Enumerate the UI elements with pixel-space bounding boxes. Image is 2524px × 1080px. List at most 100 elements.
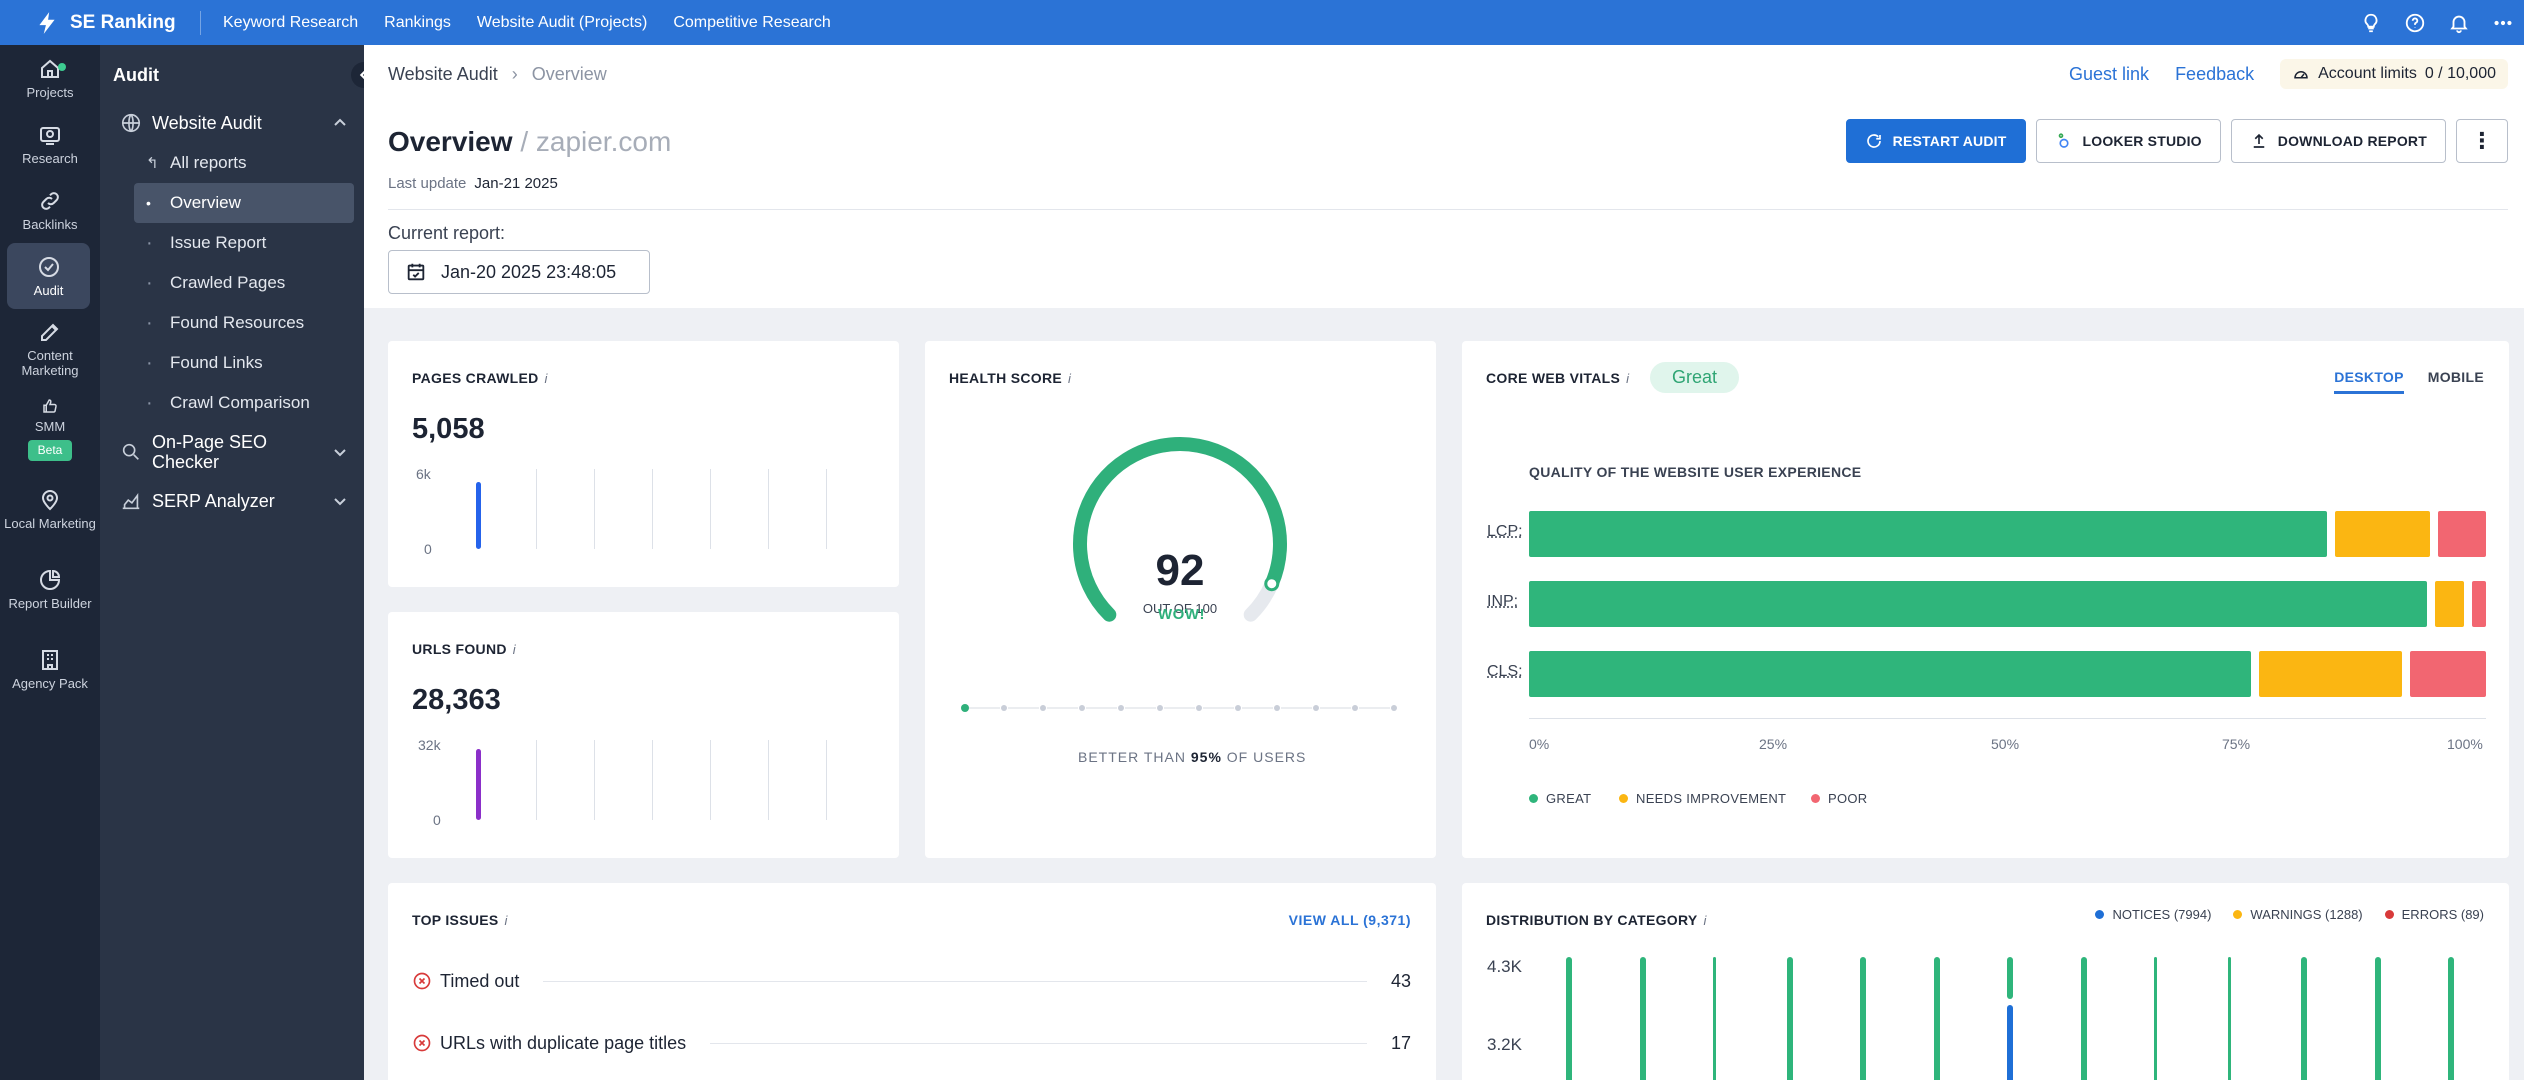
- cwv-segment-needs[interactable]: [2259, 651, 2402, 697]
- brand-logo[interactable]: SE Ranking: [0, 10, 200, 36]
- info-icon[interactable]: i: [1068, 371, 1072, 386]
- spark-bar[interactable]: [476, 481, 481, 549]
- rail-research[interactable]: Research: [0, 111, 100, 177]
- distribution-bar-notices[interactable]: [2007, 1005, 2013, 1080]
- nav-competitive-research[interactable]: Competitive Research: [673, 13, 831, 31]
- guest-link[interactable]: Guest link: [2069, 63, 2150, 84]
- feedback-link[interactable]: Feedback: [2175, 63, 2255, 84]
- sidebar-item-found-links[interactable]: Found Links: [134, 343, 354, 383]
- legend-notices[interactable]: NOTICES (7994): [2095, 907, 2211, 922]
- card-title: CORE WEB VITALS i: [1486, 370, 1630, 386]
- distribution-bar[interactable]: [1639, 957, 1646, 1080]
- download-report-button[interactable]: DOWNLOAD REPORT: [2230, 119, 2446, 163]
- breadcrumb: Website Audit › Overview: [388, 64, 607, 85]
- more-actions-button[interactable]: ⋮: [2456, 119, 2508, 163]
- distribution-bar[interactable]: [1566, 957, 1572, 1080]
- info-icon[interactable]: i: [1703, 913, 1707, 928]
- looker-icon: [2058, 133, 2069, 148]
- distribution-bar[interactable]: [2154, 957, 2157, 1080]
- distribution-bar[interactable]: [2007, 957, 2013, 999]
- scale-dot: [1391, 705, 1397, 711]
- spark-gridline: [652, 740, 653, 820]
- home-icon: [41, 59, 59, 78]
- more-icon[interactable]: [2492, 12, 2514, 34]
- distribution-bar[interactable]: [2374, 957, 2381, 1080]
- rail-content-marketing[interactable]: Content Marketing: [0, 309, 100, 389]
- better-than-text: BETTER THAN 95% OF USERS: [1078, 749, 1307, 765]
- section-label: Website Audit: [152, 112, 262, 133]
- vertical-dots-icon: ⋮: [2470, 128, 2494, 153]
- cwv-segment-poor[interactable]: [2471, 581, 2486, 627]
- rail-smm[interactable]: SMM Beta: [0, 389, 100, 469]
- sidebar-section-onpage-seo[interactable]: On-Page SEO Checker: [100, 423, 364, 481]
- distribution-bar[interactable]: [1786, 957, 1793, 1080]
- rail-local-marketing[interactable]: Local Marketing: [0, 469, 100, 549]
- issue-row[interactable]: URLs with duplicate page titles 17: [412, 1028, 1411, 1058]
- cwv-segment-great[interactable]: [1529, 651, 2252, 697]
- rail-audit[interactable]: Audit: [7, 243, 90, 309]
- cwv-tick: 50%: [1991, 736, 2020, 752]
- issue-row[interactable]: Timed out 43: [412, 966, 1411, 996]
- sidebar-item-crawl-comparison[interactable]: Crawl Comparison: [134, 383, 354, 423]
- health-score-value: 92: [1156, 546, 1205, 595]
- spark-bar[interactable]: [476, 748, 481, 820]
- section-label: On-Page SEO Checker: [152, 432, 268, 472]
- sidebar-section-website-audit[interactable]: Website Audit: [100, 103, 364, 143]
- distribution-bar[interactable]: [2448, 957, 2454, 1080]
- info-icon[interactable]: i: [1626, 371, 1630, 386]
- sidebar-item-overview[interactable]: Overview: [134, 183, 354, 223]
- sidebar-item-all-reports[interactable]: All reports: [134, 143, 354, 183]
- distribution-bar[interactable]: [1713, 957, 1716, 1080]
- scale-dot: [1118, 705, 1124, 711]
- nav-rankings[interactable]: Rankings: [384, 13, 451, 31]
- info-icon[interactable]: i: [504, 913, 508, 928]
- rail-agency-pack[interactable]: Agency Pack: [0, 629, 100, 709]
- nav-keyword-research[interactable]: Keyword Research: [223, 13, 359, 31]
- cwv-segment-great[interactable]: [1529, 511, 2328, 557]
- breadcrumb-root[interactable]: Website Audit: [388, 64, 498, 84]
- sidebar-section-serp-analyzer[interactable]: SERP Analyzer: [100, 481, 364, 521]
- info-icon[interactable]: i: [544, 371, 548, 386]
- link-icon: [41, 191, 59, 210]
- rail-report-builder[interactable]: Report Builder: [0, 549, 100, 629]
- distribution-bar[interactable]: [2301, 957, 2307, 1080]
- distribution-bar[interactable]: [2227, 957, 2231, 1080]
- distribution-bar[interactable]: [1933, 957, 1940, 1080]
- account-limits[interactable]: Account limits 0 / 10,000: [2280, 59, 2508, 89]
- cwv-segment-poor[interactable]: [2438, 511, 2486, 557]
- sidebar-item-crawled-pages[interactable]: Crawled Pages: [134, 263, 354, 303]
- spark-gridline: [826, 740, 827, 820]
- top-nav: Keyword Research Rankings Website Audit …: [223, 14, 831, 32]
- cwv-segment-great[interactable]: [1529, 581, 2427, 627]
- distribution-bar[interactable]: [1860, 957, 1866, 1080]
- sidebar-item-issue-report[interactable]: Issue Report: [134, 223, 354, 263]
- card-title: TOP ISSUES i: [412, 912, 508, 928]
- bell-icon[interactable]: [2448, 12, 2470, 34]
- restart-audit-button[interactable]: RESTART AUDIT: [1845, 119, 2026, 163]
- report-date-picker[interactable]: Jan-20 2025 23:48:05: [388, 250, 650, 294]
- view-all-issues-link[interactable]: VIEW ALL (9,371): [1288, 912, 1411, 928]
- tab-mobile[interactable]: MOBILE: [2427, 369, 2484, 385]
- lightbulb-icon[interactable]: [2360, 12, 2382, 34]
- rail-projects[interactable]: Projects: [0, 45, 100, 111]
- legend-errors[interactable]: ERRORS (89): [2384, 907, 2484, 922]
- sidebar-item-found-resources[interactable]: Found Resources: [134, 303, 354, 343]
- cwv-segment-needs[interactable]: [2335, 511, 2431, 557]
- scale-dot: [1196, 705, 1202, 711]
- info-icon[interactable]: i: [512, 642, 516, 657]
- help-icon[interactable]: [2404, 12, 2426, 34]
- looker-studio-button[interactable]: LOOKER STUDIO: [2035, 119, 2221, 163]
- tab-desktop[interactable]: DESKTOP: [2334, 369, 2404, 394]
- nav-website-audit[interactable]: Website Audit (Projects): [476, 13, 648, 31]
- cwv-segment-needs[interactable]: [2435, 581, 2464, 627]
- distribution-bar[interactable]: [2080, 957, 2087, 1080]
- legend-warnings[interactable]: WARNINGS (1288): [2233, 907, 2363, 922]
- scale-dot: [1235, 705, 1241, 711]
- card-title: HEALTH SCORE i: [949, 370, 1072, 386]
- cwv-segment-poor[interactable]: [2409, 651, 2487, 697]
- rail-backlinks[interactable]: Backlinks: [0, 177, 100, 243]
- issue-label: Timed out: [440, 970, 520, 991]
- limits-value: 0 / 10,000: [2424, 65, 2496, 82]
- thumbs-up-icon: [43, 399, 57, 413]
- breadcrumb-current: Overview: [531, 64, 607, 84]
